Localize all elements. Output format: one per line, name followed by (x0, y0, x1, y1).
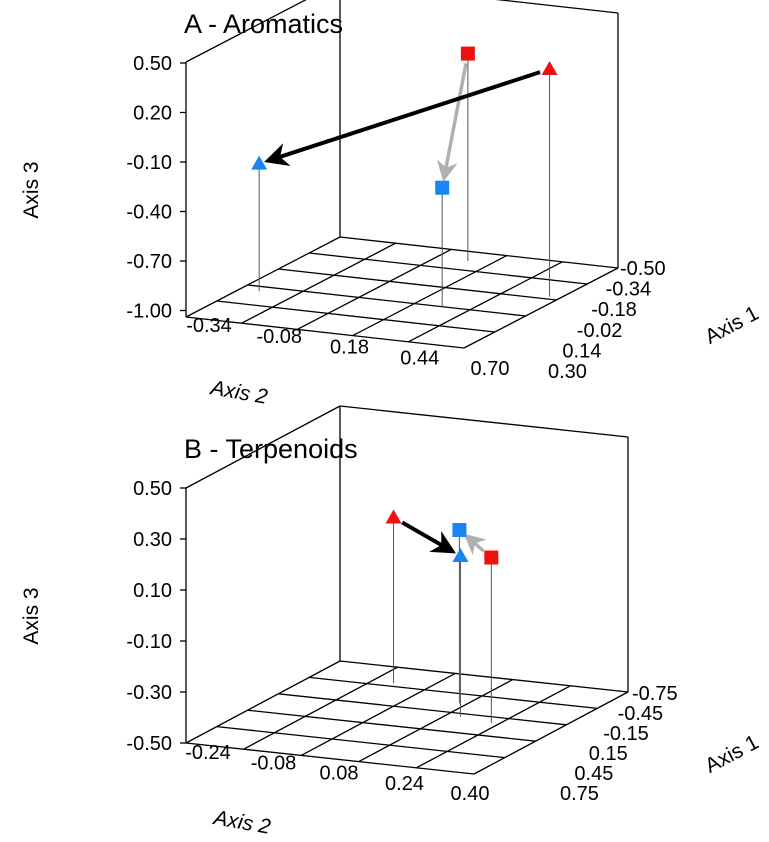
panel-a-axis2-label: Axis 2 (207, 376, 270, 409)
axis1-tick-label: 0.75 (560, 783, 599, 805)
axis2-tick-label: -0.34 (186, 315, 232, 337)
grid-line (185, 660, 341, 744)
grid-line (473, 691, 629, 775)
grid-line (416, 685, 571, 769)
grid-line (278, 268, 557, 301)
axis2-tick-label: 0.24 (385, 773, 424, 795)
frame-edge (185, 0, 307, 63)
grid-line (463, 267, 619, 349)
axis3-tick-label: -0.70 (126, 251, 172, 273)
panel-aromatics: A - Aromatics 0.50 0.20 -0.10 -0.40 -0.70 -1.… (20, 0, 763, 409)
panel-b-title: B - Terpenoids (184, 434, 358, 464)
axis3-tick-label: 0.10 (133, 580, 172, 602)
black-arrow (401, 520, 456, 554)
axis3-tick-label: -0.10 (126, 152, 172, 174)
axis1-tick-label: -0.34 (606, 279, 652, 301)
gray-arrow (436, 63, 468, 183)
grid-line (309, 252, 588, 285)
axis2-tick-label: 0.40 (451, 783, 490, 805)
panel-a-floor-grid (185, 236, 619, 349)
grid-line (185, 316, 465, 349)
panel-a-axis1-label: Axis 1 (701, 302, 762, 349)
panel-b-tick-labels: 0.500.300.10-0.10-0.30-0.50-0.75-0.45-0.… (126, 478, 677, 805)
red-triangle-point (541, 61, 558, 76)
axis1-tick-label: 0.15 (589, 743, 628, 765)
grid-line (243, 666, 398, 750)
axis3-tick-label: -0.10 (126, 631, 172, 653)
red-triangle-point (385, 509, 402, 524)
panel-b-floor-grid (185, 660, 629, 775)
frame-edge (185, 405, 341, 489)
axis3-tick-label: -0.30 (126, 682, 172, 704)
grid-line (408, 261, 563, 343)
axis1-tick-label: -0.45 (618, 703, 664, 725)
blue-triangle-point (452, 548, 469, 563)
axis3-tick-label: -0.50 (126, 733, 172, 755)
panel-b-axis2-label: Axis 2 (210, 806, 273, 839)
grid-line (358, 679, 514, 763)
axis3-tick-label: 0.50 (133, 53, 172, 75)
axis2-tick-label: -0.08 (251, 752, 297, 774)
axis2-tick-label: -0.08 (256, 326, 302, 348)
axis3-tick-label: -0.40 (126, 202, 172, 224)
grid-line (339, 660, 629, 693)
panel-a-frame (185, 0, 619, 317)
blue-square-point (452, 523, 467, 538)
grid-line (247, 709, 536, 742)
panel-a-axis3-label: Axis 3 (20, 161, 43, 218)
axis1-tick-label: 0.45 (574, 763, 613, 785)
axis3-tick-label: 0.30 (133, 529, 172, 551)
axis3-tick-label: 0.20 (133, 103, 172, 125)
grid-line (278, 693, 567, 726)
black-arrow (264, 70, 541, 167)
grid-line (185, 742, 475, 775)
grid-line (300, 672, 456, 756)
axis1-tick-label: -0.50 (620, 258, 666, 280)
frame-edge (339, 405, 629, 438)
axis2-tick-label: 0.08 (320, 763, 359, 785)
blue-square-point (435, 180, 450, 195)
panel-a-title: A - Aromatics (184, 9, 343, 39)
panel-b-frame (185, 405, 629, 743)
axis1-tick-label: -0.75 (632, 683, 678, 705)
axis3-tick-label: -1.00 (126, 301, 172, 323)
axis1-tick-label: -0.02 (577, 320, 623, 342)
axis1-tick-label: -0.15 (603, 723, 649, 745)
grid-line (339, 236, 619, 269)
axis1-tick-label: -0.18 (591, 299, 637, 321)
blue-triangle-point (251, 155, 268, 170)
panel-terpenoids: B - Terpenoids 0.50 0.30 0.10 -0.10 -0.30 -0.… (20, 405, 763, 839)
grid-line (185, 236, 341, 318)
grid-line (309, 676, 598, 710)
grid-line (216, 300, 495, 333)
grid-line (216, 725, 505, 759)
grid-line (352, 255, 508, 337)
red-square-point (460, 46, 475, 61)
panel-b-marks (385, 509, 499, 724)
panel-b-axis1-label: Axis 1 (701, 731, 762, 778)
axis2-tick-label: 0.44 (400, 347, 439, 369)
axis2-tick-label: 0.70 (471, 358, 510, 380)
grid-line (241, 242, 396, 324)
axis2-tick-label: 0.18 (330, 337, 369, 359)
frame-edge (495, 0, 619, 14)
axis2-tick-label: -0.24 (185, 742, 231, 764)
panel-a-marks (251, 46, 558, 307)
panel-b-axis3-label: Axis 3 (20, 587, 43, 644)
panel-a-tick-labels: 0.500.20-0.10-0.40-0.70-1.00-0.50-0.34-0… (126, 53, 665, 383)
grid-line (247, 284, 526, 317)
grid-line (296, 248, 452, 330)
axis1-tick-label: 0.30 (548, 361, 587, 383)
axis3-tick-label: 0.50 (133, 478, 172, 500)
gray-arrow (463, 533, 487, 556)
red-square-point (484, 550, 499, 565)
axis1-tick-label: 0.14 (562, 340, 601, 362)
